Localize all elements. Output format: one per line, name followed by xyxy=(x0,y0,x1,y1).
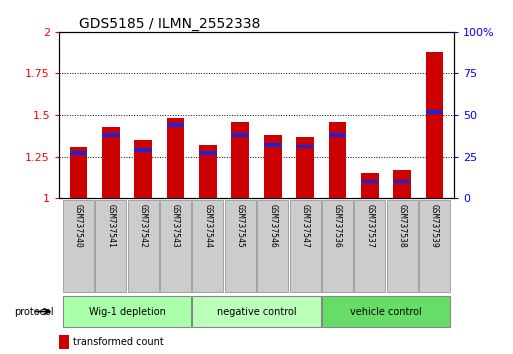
Bar xyxy=(231,133,249,137)
Text: GSM737545: GSM737545 xyxy=(236,204,245,248)
Bar xyxy=(426,52,443,198)
Text: vehicle control: vehicle control xyxy=(350,307,422,316)
Bar xyxy=(199,145,217,198)
Text: GDS5185 / ILMN_2552338: GDS5185 / ILMN_2552338 xyxy=(79,17,260,31)
Bar xyxy=(322,296,450,327)
Bar xyxy=(95,200,126,292)
Bar xyxy=(192,296,321,327)
Bar xyxy=(426,110,443,114)
Bar xyxy=(70,152,87,155)
Bar xyxy=(328,133,346,137)
Text: GSM737539: GSM737539 xyxy=(430,204,439,248)
Bar xyxy=(296,145,314,148)
Bar xyxy=(354,200,385,292)
Text: GSM737541: GSM737541 xyxy=(106,204,115,248)
Text: transformed count: transformed count xyxy=(73,337,164,347)
Bar xyxy=(167,118,185,198)
Text: GSM737538: GSM737538 xyxy=(398,204,407,248)
Text: Wig-1 depletion: Wig-1 depletion xyxy=(89,307,165,316)
Bar xyxy=(102,127,120,198)
Text: GSM737537: GSM737537 xyxy=(365,204,374,248)
Text: GSM737536: GSM737536 xyxy=(333,204,342,248)
Bar xyxy=(225,200,256,292)
Text: GSM737546: GSM737546 xyxy=(268,204,277,248)
Bar xyxy=(231,122,249,198)
Bar xyxy=(387,200,418,292)
Bar xyxy=(167,123,185,127)
Bar xyxy=(70,147,87,198)
Text: negative control: negative control xyxy=(216,307,297,316)
Bar xyxy=(289,200,321,292)
Bar xyxy=(296,137,314,198)
Bar xyxy=(63,200,94,292)
Bar xyxy=(134,148,152,152)
Text: GSM737547: GSM737547 xyxy=(301,204,309,248)
Text: protocol: protocol xyxy=(14,307,54,316)
Text: GSM737544: GSM737544 xyxy=(204,204,212,248)
Text: GSM737543: GSM737543 xyxy=(171,204,180,248)
Bar xyxy=(128,200,159,292)
Bar xyxy=(134,140,152,198)
Bar xyxy=(192,200,224,292)
Bar xyxy=(393,180,411,183)
Bar xyxy=(393,170,411,198)
Bar xyxy=(160,200,191,292)
Bar xyxy=(102,133,120,137)
Bar xyxy=(361,180,379,183)
Bar xyxy=(361,173,379,198)
Bar xyxy=(322,200,353,292)
Bar xyxy=(59,335,69,348)
Bar xyxy=(264,135,282,198)
Bar xyxy=(63,296,191,327)
Bar xyxy=(328,122,346,198)
Bar xyxy=(199,152,217,155)
Bar xyxy=(264,143,282,147)
Bar xyxy=(257,200,288,292)
Text: GSM737540: GSM737540 xyxy=(74,204,83,248)
Text: GSM737542: GSM737542 xyxy=(139,204,148,248)
Bar xyxy=(419,200,450,292)
